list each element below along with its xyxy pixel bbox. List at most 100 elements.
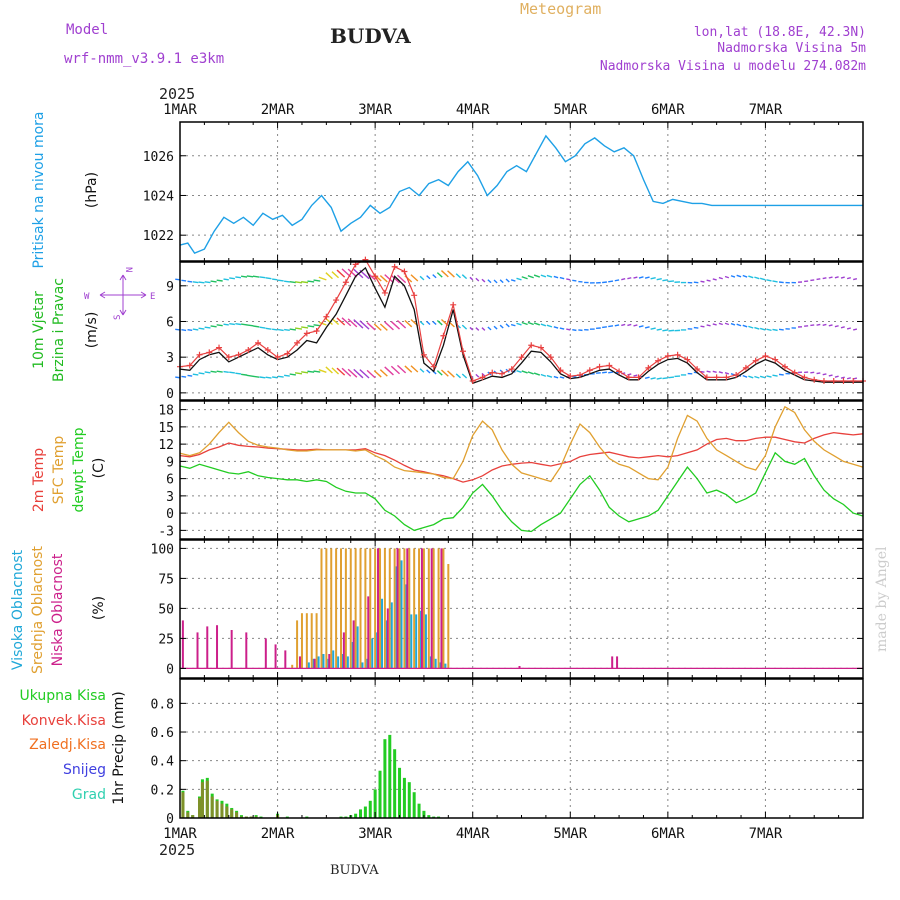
temp-ylabel-3: dewpt Temp [71, 427, 87, 512]
wind-arrow [252, 275, 260, 278]
wind-arrow [436, 319, 443, 326]
wind-arrow [822, 277, 827, 280]
precip-conv-bar [191, 815, 195, 818]
wind-arrow [246, 275, 254, 278]
wind-arrow [277, 279, 284, 282]
wind-arrow [566, 278, 571, 281]
footer-station: BUDVA [330, 863, 379, 878]
x-label-top: 6MAR [651, 102, 685, 118]
wind-arrow [853, 277, 858, 281]
wind-arrow [198, 372, 205, 375]
wind-arrow [748, 325, 754, 329]
wind-arrow [706, 279, 711, 282]
wind-arrow [810, 324, 815, 327]
wind-gust-marker [791, 369, 798, 376]
elevation-label: Nadmorska Visina 5m [717, 41, 866, 56]
wind-arrow [493, 325, 498, 330]
wind-gust-marker [655, 357, 662, 364]
x-label-bottom: 3MAR [358, 826, 392, 842]
wind-arrow [700, 370, 705, 373]
wind-arrow [265, 277, 272, 280]
precip-total-bar [402, 777, 406, 818]
x-label-bottom: 5MAR [553, 826, 587, 842]
wind-arrow [318, 321, 327, 326]
wind-arrow [559, 376, 565, 379]
precip-conv-bar [200, 782, 204, 818]
wind-arrow [840, 276, 845, 279]
wind-arrow [216, 370, 223, 373]
y-tick-label: 6 [166, 473, 174, 488]
precip-panel: 0 0.2 0.4 0.6 0.8 [151, 697, 441, 827]
wind-arrow [419, 368, 425, 373]
y-tick-label: 0.6 [151, 726, 174, 741]
wind-arrow [341, 367, 352, 377]
wind-gust-marker [235, 351, 242, 358]
wind-arrow [325, 366, 333, 374]
wind-arrow [521, 370, 528, 374]
wind-arrow [307, 370, 315, 373]
wind-gust-marker [381, 289, 388, 296]
wind-arrow [216, 279, 223, 282]
wind-arrow [533, 372, 541, 376]
wind-arrow [772, 328, 778, 332]
wind-arrow [527, 321, 534, 326]
wind-arrow [840, 376, 845, 379]
x-label-top: 5MAR [553, 102, 587, 118]
wind-arrow [759, 327, 766, 331]
wind-arrow [566, 328, 571, 331]
year-top: 2025 [159, 85, 195, 103]
wind-arrow [307, 280, 315, 283]
wind-arrow [602, 281, 607, 284]
wind-arrow [198, 281, 205, 284]
wind-gust-marker [411, 292, 418, 299]
x-label-top: 7MAR [749, 102, 783, 118]
wind-arrow [742, 324, 748, 328]
wind-arrow [419, 275, 425, 281]
wind-arrow [301, 280, 309, 284]
wind-gust-marker [752, 357, 759, 364]
wind-arrow [540, 274, 547, 278]
wind-arrow [187, 280, 193, 283]
wind-gust-marker [664, 352, 671, 359]
wind-arrow [559, 276, 565, 280]
wind-arrow [384, 321, 394, 331]
wind-arrow [432, 274, 437, 279]
wind-arrow [469, 326, 474, 331]
wind-arrow [373, 370, 382, 378]
wind-gust-marker [840, 377, 847, 384]
wind-arrow [754, 326, 760, 330]
wind-arrow [662, 279, 668, 282]
wind-ylabel-1: 10m Vjetar [31, 291, 47, 369]
wind-arrow [252, 375, 260, 378]
precip-legend-item: Zaledj.Kisa [29, 737, 106, 753]
wind-arrow [384, 366, 394, 376]
wind-gust-marker [694, 366, 701, 373]
precip-legend-item: Grad [72, 787, 106, 803]
panel-frame [179, 400, 864, 540]
precip-total-bar [383, 739, 387, 818]
precip-total-bar [427, 815, 431, 818]
wind-arrow [650, 327, 656, 330]
wind-arrow [772, 374, 778, 377]
wind-arrow [840, 326, 845, 329]
wind-arrow [778, 373, 784, 376]
wind-gust-marker [430, 363, 437, 370]
wind-arrow [331, 367, 340, 375]
wind-arrow [748, 375, 754, 379]
wind-arrow [759, 375, 766, 379]
wind-arrow [828, 374, 833, 377]
wind-arrow [216, 324, 223, 327]
wind-arrow [481, 372, 486, 377]
wind-arrow [553, 275, 559, 279]
wind-arrow [187, 329, 193, 332]
precip-total-bar [354, 813, 358, 818]
wind-arrow [187, 374, 193, 377]
wind-arrow [229, 371, 235, 374]
wind-arrow [754, 375, 760, 379]
wind-arrow [650, 377, 656, 380]
y-tick-label: 0.8 [151, 697, 174, 712]
wind-arrow [265, 327, 272, 330]
wind-arrow [204, 281, 211, 284]
wind-arrow [455, 373, 461, 379]
wind-arrow [493, 279, 498, 284]
